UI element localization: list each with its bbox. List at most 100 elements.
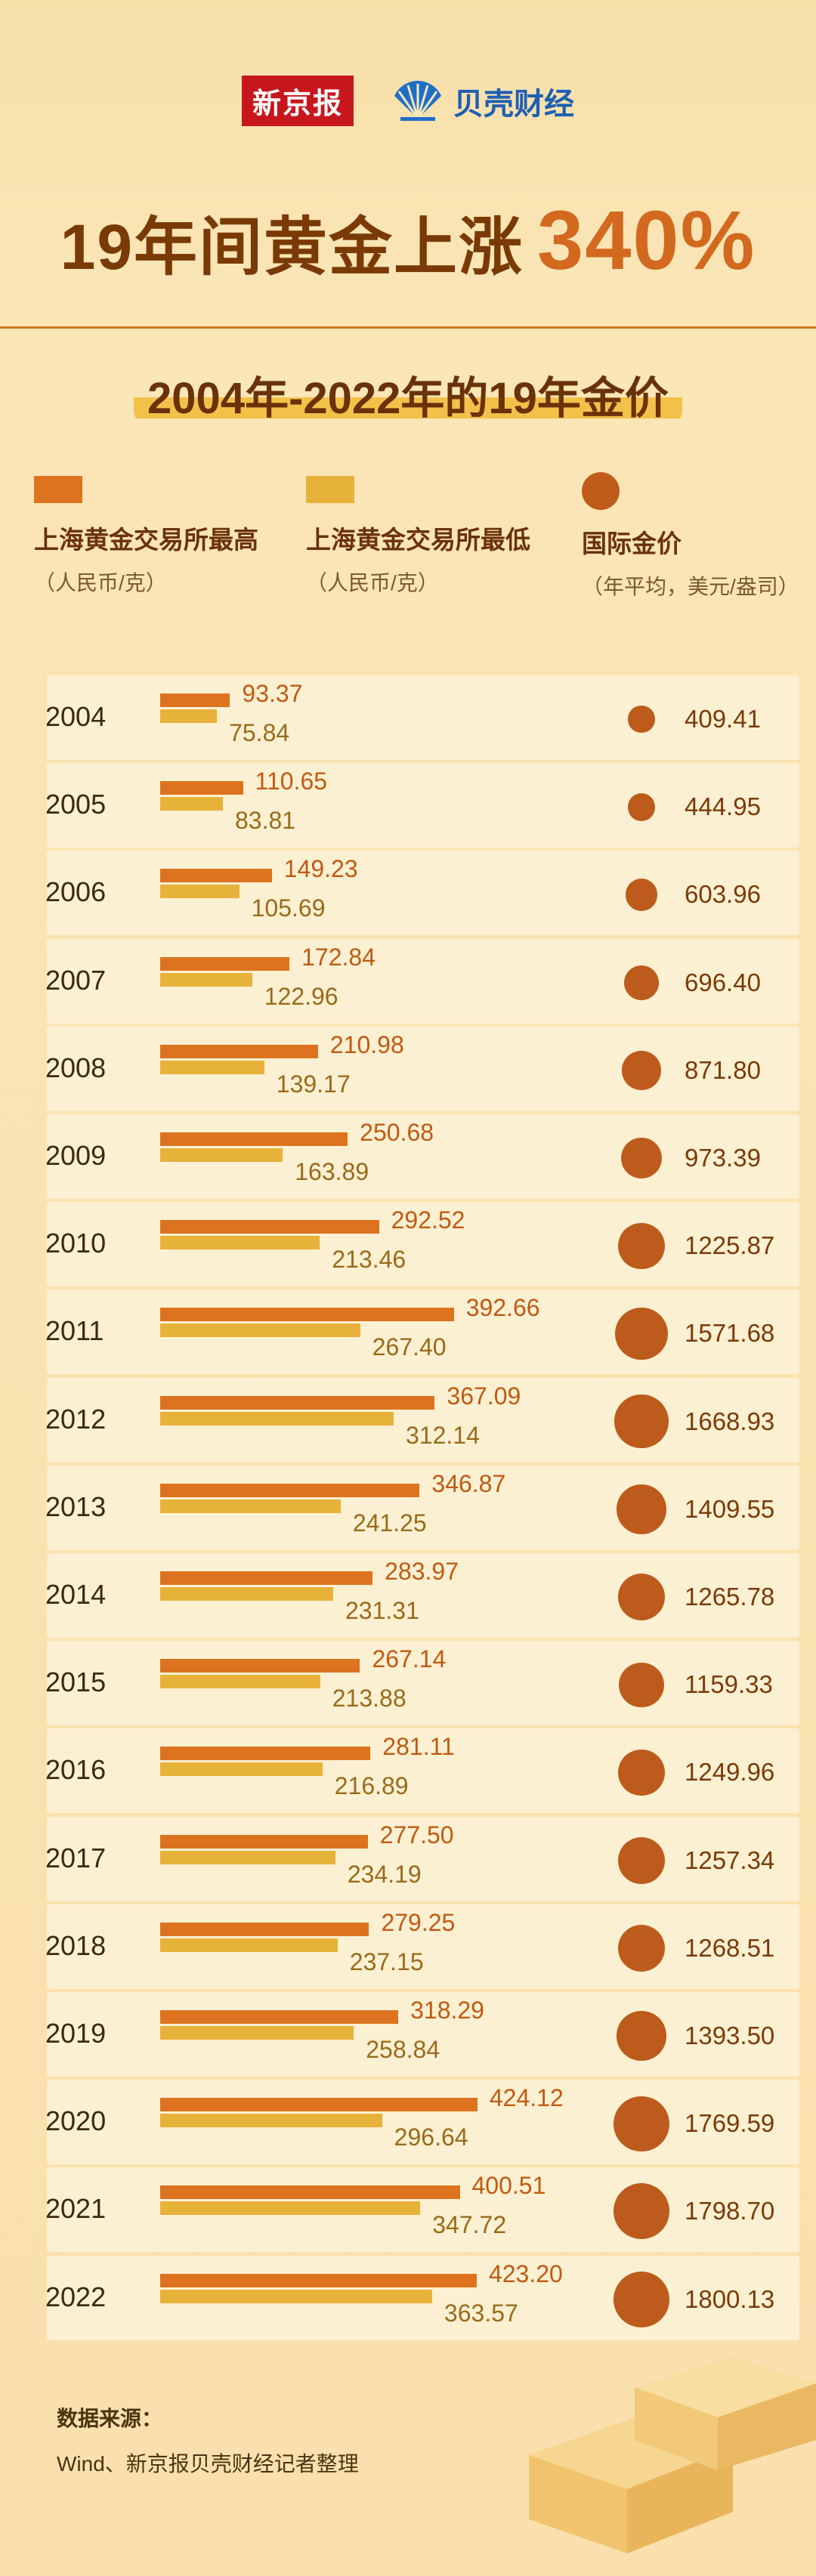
- bar-high: [160, 1220, 379, 1234]
- intl-price-dot: [614, 2271, 669, 2327]
- intl-price-dot: [618, 1749, 665, 1796]
- intl-price-label: 409.41: [685, 705, 761, 733]
- high-value-label: 424.12: [489, 2084, 564, 2112]
- legend-low: 上海黄金交易所最低 （人民币/克）: [306, 476, 530, 597]
- intl-price-label: 1265.78: [685, 1583, 775, 1611]
- low-value-label: 237.15: [349, 1947, 424, 1975]
- intl-price-dot: [619, 1662, 664, 1707]
- intl-price-dot: [618, 1836, 665, 1884]
- bar-high: [160, 2098, 478, 2112]
- source-text: Wind、新京报贝壳财经记者整理: [57, 2452, 359, 2476]
- intl-price-dot: [617, 2011, 666, 2061]
- low-value-label: 122.96: [264, 982, 338, 1010]
- legend-intl: 国际金价 （年平均，美元/盎司）: [582, 472, 799, 601]
- bar-low: [160, 1499, 341, 1513]
- intl-price-dot: [614, 2096, 669, 2151]
- bar-high: [160, 2185, 460, 2200]
- high-value-label: 149.23: [283, 855, 358, 883]
- legend-low-unit: （人民币/克）: [306, 571, 439, 595]
- high-value-label: 93.37: [242, 680, 303, 707]
- year-label: 2022: [45, 2281, 107, 2312]
- intl-price-label: 1393.50: [685, 2022, 775, 2049]
- intl-price-dot: [628, 706, 655, 733]
- bar-low: [160, 972, 252, 987]
- bar-low: [160, 1236, 320, 1250]
- intl-price-label: 1800.13: [685, 2284, 775, 2313]
- intl-price-label: 1257.34: [685, 1846, 775, 1874]
- low-value-label: 363.57: [444, 2299, 518, 2327]
- bar-low: [160, 1938, 338, 1952]
- year-label: 2017: [45, 1842, 107, 1873]
- intl-price-dot: [614, 1394, 669, 1449]
- bar-high: [160, 781, 243, 795]
- high-value-label: 283.97: [385, 1558, 459, 1585]
- bar-high: [160, 1747, 371, 1761]
- intl-price-label: 1159.33: [685, 1670, 773, 1699]
- year-label: 2004: [45, 701, 107, 732]
- high-value-label: 281.11: [382, 1733, 455, 1761]
- intl-price-dot: [622, 1051, 661, 1090]
- bar-low: [160, 709, 218, 723]
- intl-price-label: 603.96: [685, 880, 761, 909]
- bar-high: [160, 1483, 420, 1497]
- headline-main: 19年间黄金上涨: [60, 212, 524, 283]
- low-value-label: 258.84: [366, 2036, 440, 2063]
- low-value-label: 75.84: [229, 719, 290, 746]
- logos: 新京报 贝壳财经: [0, 76, 816, 126]
- intl-price-dot: [617, 1573, 666, 1621]
- year-label: 2009: [45, 1140, 107, 1171]
- header: 新京报 贝壳财经 19年间黄金上涨 340%: [0, 0, 816, 325]
- intl-price-label: 1798.70: [685, 2197, 775, 2225]
- legend-high-swatch: [34, 476, 82, 503]
- chart-subtitle: 2004年-2022年的19年金价: [0, 363, 816, 426]
- intl-price-label: 1249.96: [685, 1758, 775, 1787]
- high-value-label: 318.29: [410, 1997, 484, 2024]
- year-label: 2005: [45, 789, 107, 820]
- bar-low: [160, 2026, 354, 2040]
- intl-price-dot: [617, 1484, 666, 1534]
- intl-price-label: 1769.59: [685, 2109, 775, 2138]
- low-value-label: 83.81: [234, 807, 296, 835]
- bar-high: [160, 1834, 368, 1849]
- bar-low: [160, 2289, 432, 2303]
- intl-price-dot: [614, 2183, 669, 2240]
- low-value-label: 213.88: [332, 1685, 406, 1713]
- intl-price-dot: [625, 878, 658, 911]
- intl-price-label: 1268.51: [685, 1933, 775, 1962]
- year-label: 2011: [45, 1315, 104, 1347]
- low-value-label: 296.64: [394, 2124, 468, 2151]
- year-label: 2010: [45, 1228, 107, 1259]
- chart-subtitle-text: 2004年-2022年的19年金价: [134, 363, 682, 426]
- low-value-label: 234.19: [347, 1860, 422, 1888]
- bar-high: [160, 869, 272, 883]
- intl-price-label: 1571.68: [685, 1319, 775, 1348]
- legend-low-swatch: [306, 476, 354, 503]
- bar-high: [160, 1395, 435, 1410]
- bar-low: [160, 1148, 283, 1162]
- intl-price-dot: [627, 792, 656, 821]
- bar-low: [160, 1675, 320, 1689]
- intl-price-dot: [615, 1307, 668, 1360]
- low-value-label: 163.89: [295, 1158, 369, 1185]
- bar-high: [160, 956, 290, 971]
- high-value-label: 210.98: [329, 1030, 404, 1058]
- year-label: 2021: [45, 2193, 107, 2225]
- low-value-label: 347.72: [432, 2211, 507, 2239]
- intl-price-label: 444.95: [685, 792, 761, 821]
- intl-price-label: 871.80: [685, 1055, 761, 1084]
- intl-price-dot: [617, 1924, 666, 1972]
- headline: 19年间黄金上涨 340%: [0, 193, 816, 289]
- bar-low: [160, 1762, 323, 1777]
- intl-price-dot: [620, 1137, 663, 1179]
- bar-low: [160, 1324, 360, 1338]
- legend-low-label: 上海黄金交易所最低: [306, 526, 530, 554]
- bar-high: [160, 1659, 360, 1673]
- year-label: 2018: [45, 1929, 107, 1961]
- bar-low: [160, 2114, 382, 2128]
- bar-high: [160, 693, 230, 707]
- year-label: 2012: [45, 1403, 107, 1435]
- high-value-label: 392.66: [465, 1294, 540, 1322]
- high-value-label: 110.65: [255, 768, 328, 795]
- year-label: 2019: [45, 2018, 107, 2049]
- legend-high-label: 上海黄金交易所最高: [34, 526, 258, 554]
